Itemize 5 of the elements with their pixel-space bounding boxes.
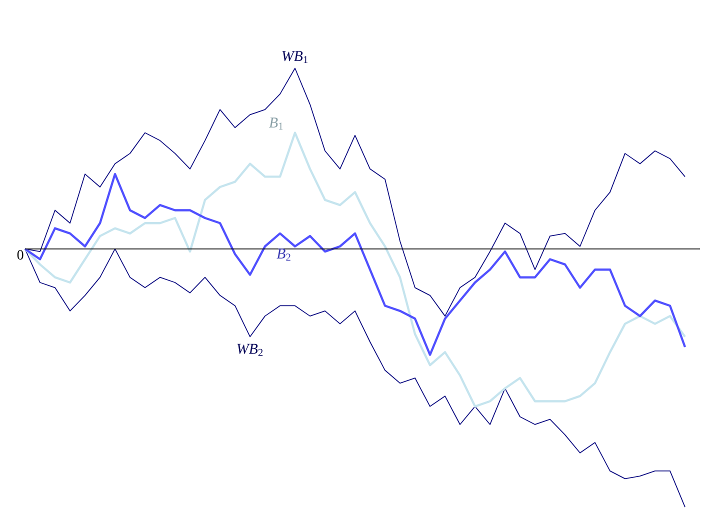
series-label: WB$_{2}$ xyxy=(237,344,263,356)
annotation: 0 xyxy=(17,250,24,260)
series-label: WB$_{1}$ xyxy=(282,51,308,64)
series-label: B$_{1}$ xyxy=(269,118,283,130)
series-label: B$_{2}$ xyxy=(276,248,290,261)
